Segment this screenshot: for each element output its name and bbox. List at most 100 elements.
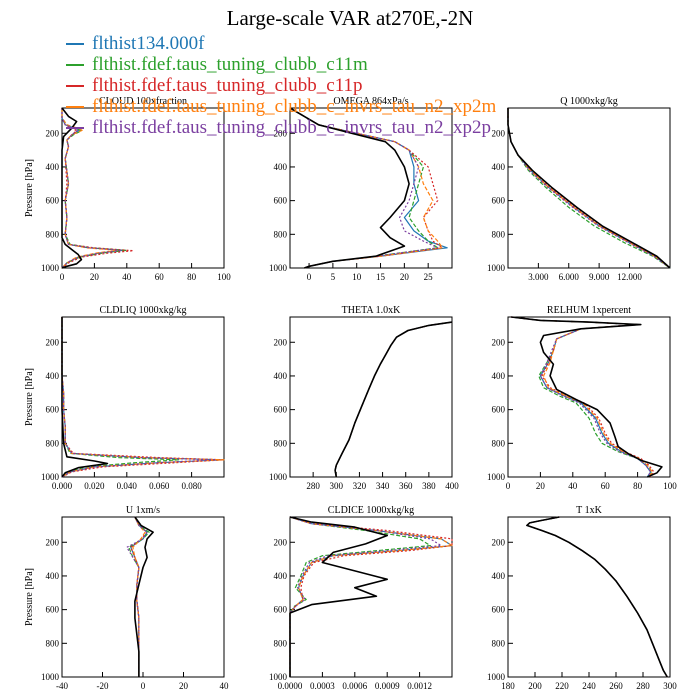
x-tick-label: 0 [141,681,146,691]
panel-frame [507,316,671,478]
series-line [334,321,453,478]
series-line [61,317,225,478]
y-tick-label: 800 [46,438,60,448]
y-tick-label: 200 [492,537,506,547]
y-tick-label: 400 [274,571,288,581]
series-line [507,108,671,269]
series-line [289,516,389,677]
x-tick-label: 340 [376,481,390,491]
series-line [334,321,453,478]
panel-title: RELHUM 1xpercent [547,305,631,316]
series-line [507,108,671,269]
x-tick-label: 0.0006 [342,681,367,691]
x-tick-label: 60 [601,481,611,491]
series-line [507,108,671,269]
y-tick-label: 400 [492,371,506,381]
x-tick-label: -20 [97,681,109,691]
x-tick-label: 0 [60,272,65,282]
x-tick-label: 0.060 [149,481,170,491]
x-tick-label: 100 [217,272,231,282]
legend-label: flthist.fdef.taus_tuning_clubb_c11m [92,54,368,76]
legend-item: flthist.fdef.taus_tuning_clubb_c11p [66,74,496,97]
y-tick-label: 800 [274,229,288,239]
panel-title: CLOUD 100xfraction [99,96,187,107]
series-line [61,317,217,478]
series-line [507,108,671,269]
x-tick-label: 40 [568,481,578,491]
series-line [526,516,668,678]
x-tick-label: 240 [582,681,596,691]
legend-item: flthist134.000f [66,32,496,55]
legend-label: flthist.fdef.taus_tuning_clubb_c11p [92,75,363,97]
y-tick-label: 400 [274,162,288,172]
legend-label: flthist.fdef.taus_tuning_clubb_c_invrs_t… [92,96,497,118]
panel-title: OMEGA 864xPa/s [333,96,408,107]
panel-frame [289,107,453,269]
y-tick-label: 400 [274,371,288,381]
y-tick-label: 200 [274,128,288,138]
legend-label: flthist134.000f [92,33,205,55]
x-tick-label: 200 [528,681,542,691]
x-tick-label: 0.0012 [407,681,432,691]
y-tick-label: 400 [492,162,506,172]
series-line [289,516,442,677]
y-tick-label: 600 [492,196,506,206]
series-line [334,321,453,478]
figure-title: Large-scale VAR at270E,-2N [226,6,474,30]
series-line [289,107,444,269]
y-tick-label: 800 [46,229,60,239]
y-axis-label: Pressure [hPa] [24,368,35,426]
y-tick-label: 600 [274,196,288,206]
x-tick-label: 60 [155,272,165,282]
y-tick-label: 600 [46,405,60,415]
y-tick-label: 1000 [269,263,288,273]
series-line [289,516,453,677]
series-line [61,108,123,269]
y-tick-label: 600 [46,196,60,206]
y-tick-label: 600 [274,405,288,415]
y-tick-label: 1000 [487,672,506,682]
x-tick-label: 180 [501,681,515,691]
series-line [526,516,668,678]
y-tick-label: 400 [46,371,60,381]
series-line [61,107,83,269]
x-tick-label: 0.080 [181,481,202,491]
series-line [511,316,653,478]
legend-item: flthist.fdef.taus_tuning_clubb_c11m [66,53,496,76]
x-tick-label: 5 [331,272,336,282]
x-tick-label: 40 [220,681,230,691]
panel-title: CLDLIQ 1000xkg/kg [100,305,187,316]
panel-frame [507,516,671,678]
y-tick-label: 600 [492,605,506,615]
y-tick-label: 600 [274,605,288,615]
series-line [511,316,663,478]
x-tick-label: 20 [400,272,410,282]
panel-title: CLDICE 1000xkg/kg [328,505,414,516]
x-tick-label: 0.0003 [310,681,335,691]
legend-swatch [66,63,84,66]
y-tick-label: 200 [46,337,60,347]
x-tick-label: 10 [352,272,362,282]
y-axis-label: Pressure [hPa] [24,159,35,217]
y-tick-label: 600 [46,605,60,615]
x-tick-label: 0.020 [84,481,105,491]
x-tick-label: 80 [187,272,197,282]
series-line [289,516,431,677]
y-tick-label: 200 [492,128,506,138]
x-tick-label: 360 [399,481,413,491]
y-tick-label: 200 [274,537,288,547]
x-tick-label: -40 [56,681,68,691]
panel-frame [289,516,453,678]
y-tick-label: 1000 [487,263,506,273]
y-tick-label: 800 [492,638,506,648]
panel-frame [507,107,671,269]
x-tick-label: 300 [330,481,344,491]
series-line [526,516,668,678]
series-line [289,107,410,269]
y-tick-label: 800 [492,229,506,239]
x-tick-label: 0.000 [52,481,73,491]
y-tick-label: 200 [46,537,60,547]
y-axis-label: Pressure [hPa] [24,568,35,626]
series-line [507,108,671,269]
